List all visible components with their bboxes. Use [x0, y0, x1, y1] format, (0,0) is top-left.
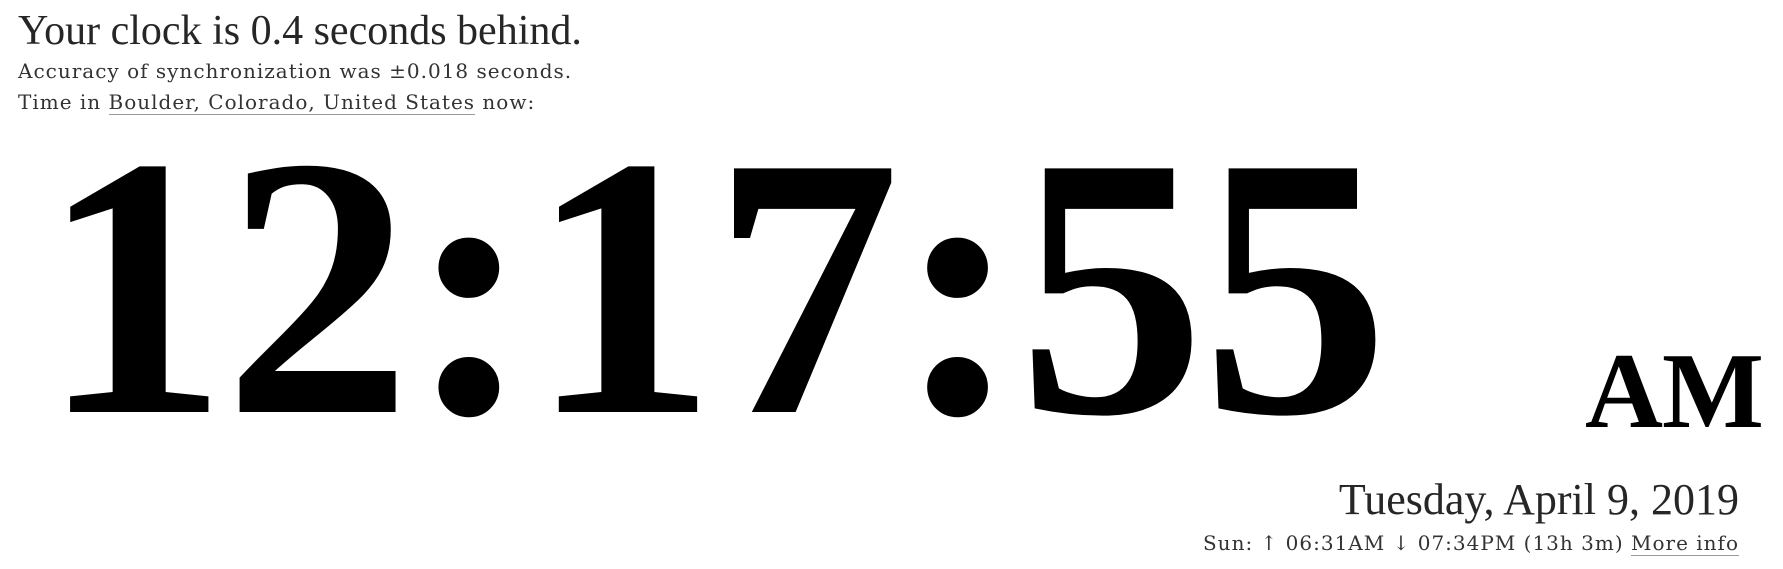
clock-ampm: AM: [1585, 332, 1764, 451]
more-info-link[interactable]: More info: [1631, 531, 1739, 556]
day-length: (13h 3m): [1523, 531, 1624, 555]
sunset-time: 07:34PM: [1410, 531, 1524, 555]
header: Your clock is 0.4 seconds behind. Accura…: [18, 6, 582, 118]
location-suffix: now:: [475, 90, 536, 114]
clock-time: 12:17:55: [40, 82, 1389, 493]
clock-offset-status: Your clock is 0.4 seconds behind.: [18, 8, 582, 54]
sync-accuracy: Accuracy of synchronization was ±0.018 s…: [18, 59, 573, 83]
location-link[interactable]: Boulder, Colorado, United States: [108, 90, 476, 115]
sunrise-time: 06:31AM: [1278, 531, 1393, 555]
sun-prefix: Sun:: [1202, 531, 1261, 555]
current-date: Tuesday, April 9, 2019: [1338, 475, 1739, 524]
location-prefix: Time in: [18, 90, 109, 114]
sunrise-arrow-icon: ↑: [1260, 531, 1279, 555]
sun-info: Sun: ↑ 06:31AM ↓ 07:34PM (13h 3m) More i…: [1203, 528, 1739, 558]
clock-display: 12:17:55 AM: [40, 82, 1764, 493]
location-line: Time in Boulder, Colorado, United States…: [18, 87, 582, 118]
sunset-arrow-icon: ↓: [1392, 531, 1411, 555]
